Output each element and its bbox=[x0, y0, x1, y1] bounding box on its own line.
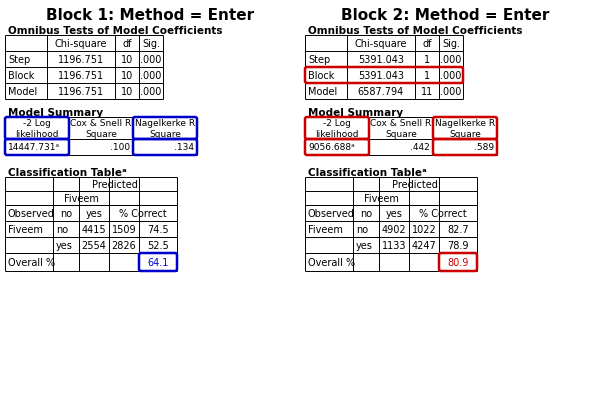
Text: Nagelkerke R
Square: Nagelkerke R Square bbox=[135, 119, 195, 139]
Text: no: no bbox=[360, 209, 372, 218]
Text: 74.5: 74.5 bbox=[147, 224, 169, 234]
Text: 4902: 4902 bbox=[381, 224, 407, 234]
Text: 2554: 2554 bbox=[82, 241, 106, 250]
Text: yes: yes bbox=[56, 241, 73, 250]
Text: 10: 10 bbox=[121, 55, 133, 65]
Text: Model: Model bbox=[308, 87, 337, 97]
Text: no: no bbox=[356, 224, 368, 234]
Text: Chi-square: Chi-square bbox=[355, 39, 407, 49]
Text: Overall %: Overall % bbox=[308, 257, 355, 267]
Text: .000: .000 bbox=[140, 87, 162, 97]
Text: Sig.: Sig. bbox=[442, 39, 460, 49]
Text: Cox & Snell R
Square: Cox & Snell R Square bbox=[70, 119, 131, 139]
Text: 10: 10 bbox=[121, 87, 133, 97]
Text: 6587.794: 6587.794 bbox=[358, 87, 404, 97]
Text: .000: .000 bbox=[140, 71, 162, 81]
Text: Block 1: Method = Enter: Block 1: Method = Enter bbox=[46, 8, 254, 23]
Text: 5391.043: 5391.043 bbox=[358, 55, 404, 65]
Text: Sig.: Sig. bbox=[142, 39, 160, 49]
Text: Overall %: Overall % bbox=[8, 257, 55, 267]
Text: 1196.751: 1196.751 bbox=[58, 87, 104, 97]
Text: Omnibus Tests of Model Coefficients: Omnibus Tests of Model Coefficients bbox=[8, 26, 223, 36]
Text: 14447.731ᵃ: 14447.731ᵃ bbox=[8, 143, 60, 152]
Text: Block: Block bbox=[308, 71, 334, 81]
Text: .000: .000 bbox=[140, 55, 162, 65]
Text: df: df bbox=[422, 39, 432, 49]
Text: no: no bbox=[56, 224, 68, 234]
Text: Block: Block bbox=[8, 71, 35, 81]
Text: 78.9: 78.9 bbox=[447, 241, 469, 250]
Text: Cox & Snell R
Square: Cox & Snell R Square bbox=[370, 119, 432, 139]
Text: Fiveem: Fiveem bbox=[63, 194, 99, 203]
Text: 1133: 1133 bbox=[381, 241, 406, 250]
Text: df: df bbox=[122, 39, 132, 49]
Text: -2 Log
likelihood: -2 Log likelihood bbox=[315, 119, 359, 139]
Text: 1196.751: 1196.751 bbox=[58, 71, 104, 81]
Text: Observed: Observed bbox=[308, 209, 355, 218]
Text: 10: 10 bbox=[121, 71, 133, 81]
Text: -2 Log
likelihood: -2 Log likelihood bbox=[16, 119, 59, 139]
Text: % Correct: % Correct bbox=[419, 209, 467, 218]
Text: yes: yes bbox=[386, 209, 402, 218]
Text: Classification Tableᵃ: Classification Tableᵃ bbox=[8, 168, 127, 177]
Text: Fiveem: Fiveem bbox=[364, 194, 398, 203]
Text: no: no bbox=[60, 209, 72, 218]
Text: Fiveem: Fiveem bbox=[8, 224, 43, 234]
Text: 1: 1 bbox=[424, 55, 430, 65]
Text: Chi-square: Chi-square bbox=[55, 39, 107, 49]
Text: 2826: 2826 bbox=[112, 241, 136, 250]
Text: Observed: Observed bbox=[8, 209, 55, 218]
Text: Model: Model bbox=[8, 87, 37, 97]
Text: 9056.688ᵃ: 9056.688ᵃ bbox=[308, 143, 355, 152]
Text: Model Summary: Model Summary bbox=[8, 108, 103, 118]
Text: 1509: 1509 bbox=[112, 224, 136, 234]
Text: yes: yes bbox=[85, 209, 103, 218]
Text: yes: yes bbox=[356, 241, 373, 250]
Text: Fiveem: Fiveem bbox=[308, 224, 343, 234]
Text: Step: Step bbox=[308, 55, 330, 65]
Text: Predicted: Predicted bbox=[392, 179, 438, 190]
Text: Predicted: Predicted bbox=[92, 179, 138, 190]
Text: Step: Step bbox=[8, 55, 30, 65]
Text: Nagelkerke R
Square: Nagelkerke R Square bbox=[435, 119, 495, 139]
Text: .442: .442 bbox=[410, 143, 430, 152]
Text: 4415: 4415 bbox=[82, 224, 106, 234]
Text: .100: .100 bbox=[110, 143, 130, 152]
Text: 80.9: 80.9 bbox=[447, 257, 469, 267]
Text: 1: 1 bbox=[424, 71, 430, 81]
Text: 1196.751: 1196.751 bbox=[58, 55, 104, 65]
Text: % Correct: % Correct bbox=[119, 209, 167, 218]
Text: 64.1: 64.1 bbox=[147, 257, 169, 267]
Text: 52.5: 52.5 bbox=[147, 241, 169, 250]
Text: Omnibus Tests of Model Coefficients: Omnibus Tests of Model Coefficients bbox=[308, 26, 522, 36]
Text: Model Summary: Model Summary bbox=[308, 108, 403, 118]
Text: 1022: 1022 bbox=[411, 224, 436, 234]
Text: Classification Tableᵃ: Classification Tableᵃ bbox=[308, 168, 427, 177]
Text: 5391.043: 5391.043 bbox=[358, 71, 404, 81]
Text: 82.7: 82.7 bbox=[447, 224, 469, 234]
Text: Block 2: Method = Enter: Block 2: Method = Enter bbox=[341, 8, 549, 23]
Text: 11: 11 bbox=[421, 87, 433, 97]
Text: .000: .000 bbox=[441, 87, 461, 97]
Text: .000: .000 bbox=[441, 55, 461, 65]
Text: 4247: 4247 bbox=[411, 241, 436, 250]
Text: .134: .134 bbox=[174, 143, 194, 152]
Text: .000: .000 bbox=[441, 71, 461, 81]
Text: .589: .589 bbox=[474, 143, 494, 152]
